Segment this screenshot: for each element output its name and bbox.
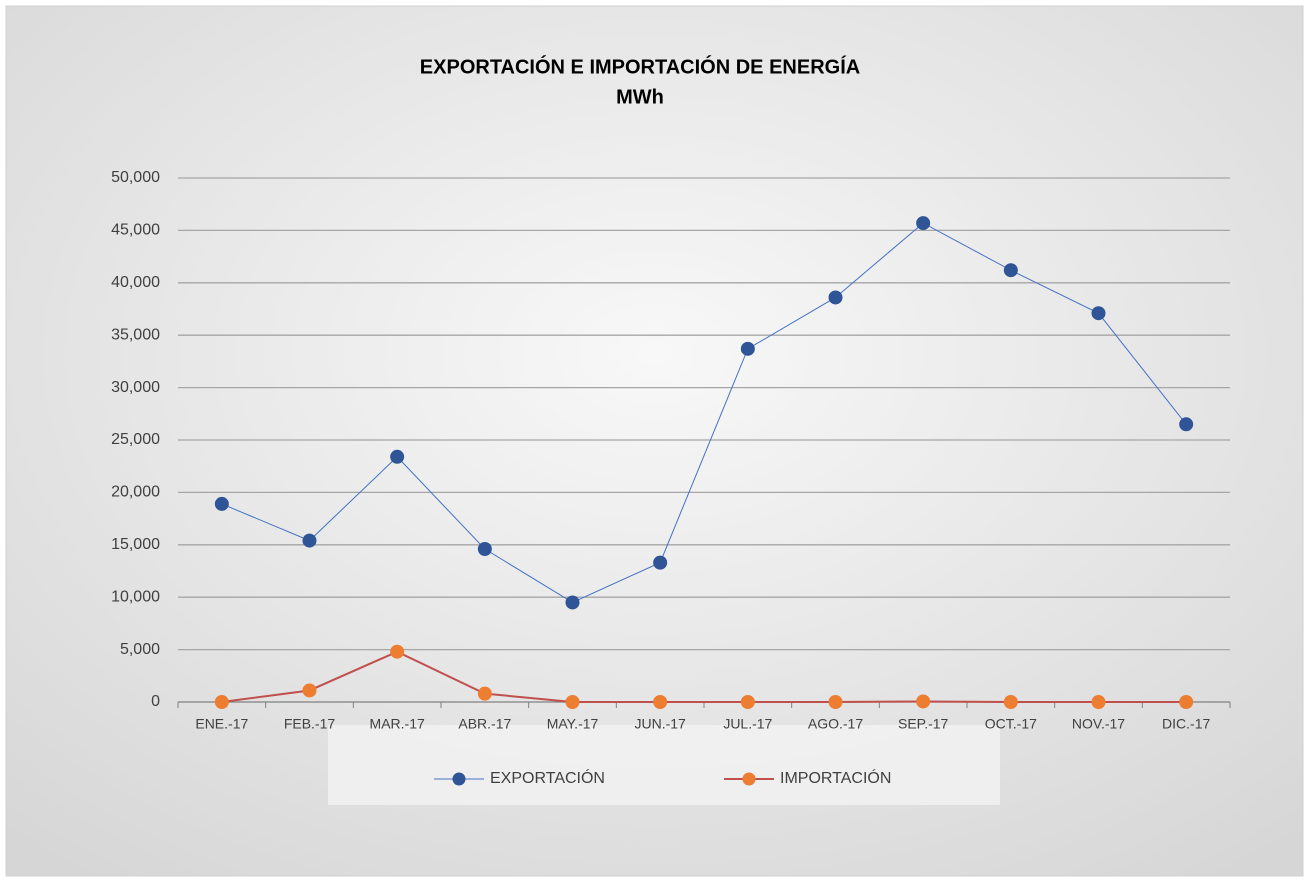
x-tick-label: AGO.-17 xyxy=(808,716,863,732)
data-point xyxy=(916,694,931,709)
data-point xyxy=(565,695,580,709)
data-point xyxy=(302,533,317,548)
y-tick-label: 0 xyxy=(151,693,160,710)
series-line xyxy=(221,222,1187,604)
x-tick-label: OCT.-17 xyxy=(985,716,1037,732)
data-point xyxy=(740,341,755,356)
legend-marker xyxy=(742,772,756,786)
y-tick-label: 10,000 xyxy=(111,588,160,605)
data-point xyxy=(828,695,843,709)
x-tick-label: MAR.-17 xyxy=(370,716,425,732)
data-point xyxy=(828,290,843,305)
x-tick-label: FEB.-17 xyxy=(284,716,336,732)
x-tick-label: JUN.-17 xyxy=(634,716,686,732)
y-tick-label: 35,000 xyxy=(111,326,160,343)
data-point xyxy=(214,496,229,511)
data-point xyxy=(302,683,317,698)
data-point xyxy=(390,449,405,464)
x-tick-label: NOV.-17 xyxy=(1072,716,1125,732)
chart-title: EXPORTACIÓN E IMPORTACIÓN DE ENERGÍA xyxy=(420,54,860,78)
data-point xyxy=(477,541,492,556)
data-point xyxy=(653,695,668,709)
data-point xyxy=(390,644,405,659)
y-tick-label: 20,000 xyxy=(111,484,160,501)
legend-label: IMPORTACIÓN xyxy=(780,768,891,787)
legend-box xyxy=(328,725,1000,805)
data-point xyxy=(565,595,580,610)
x-tick-label: ABR.-17 xyxy=(458,716,511,732)
data-point xyxy=(214,695,229,709)
y-tick-label: 40,000 xyxy=(111,274,160,291)
x-tick-label: JUL.-17 xyxy=(723,716,772,732)
x-tick-label: SEP.-17 xyxy=(898,716,949,732)
series-line xyxy=(221,650,1187,703)
data-point xyxy=(477,686,492,701)
chart-subtitle: MWh xyxy=(616,86,664,108)
x-tick-label: ENE.-17 xyxy=(195,716,248,732)
x-tick-label: MAY.-17 xyxy=(547,716,599,732)
data-point xyxy=(1091,695,1106,709)
data-point xyxy=(1179,695,1194,709)
y-tick-label: 5,000 xyxy=(120,641,160,658)
data-point xyxy=(653,555,668,570)
data-point xyxy=(740,695,755,709)
y-tick-label: 25,000 xyxy=(111,431,160,448)
data-point xyxy=(1003,695,1018,709)
x-tick-label: DIC.-17 xyxy=(1162,716,1210,732)
y-tick-label: 45,000 xyxy=(111,222,160,239)
data-point xyxy=(1179,417,1194,432)
y-tick-label: 15,000 xyxy=(111,536,160,553)
legend-label: EXPORTACIÓN xyxy=(490,768,605,787)
data-point xyxy=(916,216,931,231)
data-point xyxy=(1091,306,1106,321)
data-point xyxy=(1003,263,1018,278)
legend-marker xyxy=(452,772,466,786)
y-tick-label: 50,000 xyxy=(111,169,160,186)
y-tick-label: 30,000 xyxy=(111,379,160,396)
